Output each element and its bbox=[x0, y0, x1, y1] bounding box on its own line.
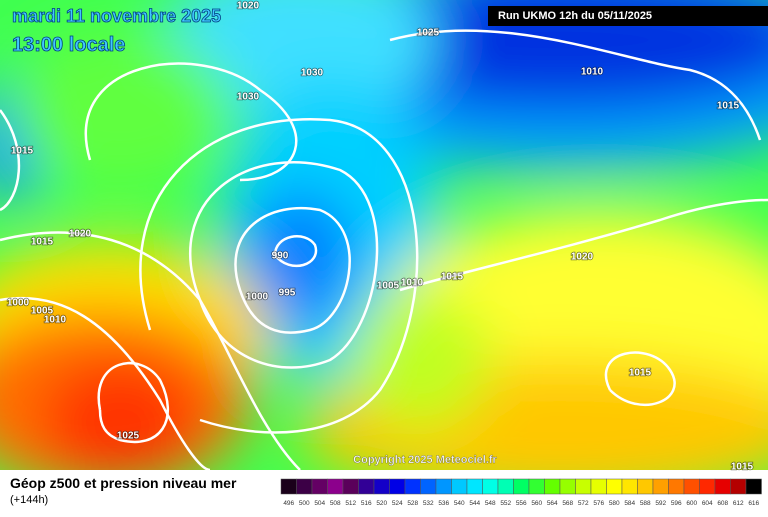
legend-swatch bbox=[652, 478, 669, 495]
legend-swatch bbox=[389, 478, 406, 495]
isobar-label: 1020 bbox=[69, 229, 92, 240]
run-box bbox=[488, 6, 768, 26]
legend-swatch bbox=[466, 478, 483, 495]
legend-swatch bbox=[745, 478, 762, 495]
legend-swatch bbox=[342, 478, 359, 495]
legend-title: Géop z500 et pression niveau mer bbox=[10, 475, 237, 491]
run-label: Run UKMO 12h du 05/11/2025 bbox=[498, 10, 652, 22]
legend-value: 520 bbox=[376, 500, 387, 507]
legend-value: 604 bbox=[702, 500, 713, 507]
legend-swatch bbox=[528, 478, 545, 495]
legend-swatch bbox=[513, 478, 530, 495]
legend-value: 584 bbox=[624, 500, 635, 507]
isobar-label: 1005 bbox=[31, 306, 54, 317]
legend-swatch bbox=[451, 478, 468, 495]
legend-swatch bbox=[311, 478, 328, 495]
legend-value: 588 bbox=[640, 500, 651, 507]
isobar-label: 1010 bbox=[401, 278, 424, 289]
isobar-label: 1020 bbox=[237, 1, 260, 12]
legend-swatch bbox=[327, 478, 344, 495]
legend-value: 592 bbox=[655, 500, 666, 507]
legend-swatch bbox=[373, 478, 390, 495]
legend-swatch bbox=[637, 478, 654, 495]
legend-value: 616 bbox=[748, 500, 759, 507]
legend-value: 500 bbox=[299, 500, 310, 507]
copyright: Copyright 2025 Meteociel.fr bbox=[353, 454, 497, 466]
legend-swatch bbox=[435, 478, 452, 495]
legend-swatch bbox=[280, 478, 297, 495]
legend-swatch bbox=[683, 478, 700, 495]
legend-value: 568 bbox=[562, 500, 573, 507]
legend-swatch bbox=[606, 478, 623, 495]
legend-swatch bbox=[420, 478, 437, 495]
legend-value: 556 bbox=[516, 500, 527, 507]
isobar-label: 1025 bbox=[417, 28, 440, 39]
isobar-label: 1015 bbox=[441, 272, 464, 283]
legend-swatch bbox=[358, 478, 375, 495]
legend-value: 608 bbox=[717, 500, 728, 507]
legend-swatch bbox=[296, 478, 313, 495]
legend-value: 504 bbox=[314, 500, 325, 507]
legend-value: 612 bbox=[733, 500, 744, 507]
isobar-label: 1030 bbox=[237, 92, 260, 103]
legend-swatch bbox=[590, 478, 607, 495]
isobar-label: 1010 bbox=[44, 315, 67, 326]
legend-swatch bbox=[575, 478, 592, 495]
isobar-label: 1015 bbox=[717, 101, 740, 112]
isobar-label: 1015 bbox=[11, 146, 34, 157]
legend-swatch bbox=[544, 478, 561, 495]
legend-value: 564 bbox=[547, 500, 558, 507]
legend-value: 524 bbox=[392, 500, 403, 507]
isobar-label: 1020 bbox=[571, 252, 594, 263]
date-title: mardi 11 novembre 2025 bbox=[12, 6, 221, 26]
isobar-label: 1025 bbox=[117, 431, 140, 442]
legend-value: 532 bbox=[423, 500, 434, 507]
legend-value: 516 bbox=[361, 500, 372, 507]
isobar-label: 1030 bbox=[301, 68, 324, 79]
legend-swatch bbox=[404, 478, 421, 495]
legend-value: 580 bbox=[609, 500, 620, 507]
legend-value: 572 bbox=[578, 500, 589, 507]
map-field bbox=[0, 0, 768, 470]
legend-value: 544 bbox=[469, 500, 480, 507]
legend-swatch bbox=[668, 478, 685, 495]
legend-value: 576 bbox=[593, 500, 604, 507]
legend-swatch bbox=[559, 478, 576, 495]
legend-value: 600 bbox=[686, 500, 697, 507]
isobar-label: 1000 bbox=[246, 292, 269, 303]
legend-value: 596 bbox=[671, 500, 682, 507]
legend-value: 496 bbox=[283, 500, 294, 507]
isobar-label: 1015 bbox=[629, 368, 652, 379]
legend-value: 540 bbox=[454, 500, 465, 507]
legend-value: 536 bbox=[438, 500, 449, 507]
legend-value: 508 bbox=[330, 500, 341, 507]
legend-swatch bbox=[714, 478, 731, 495]
legend-swatch bbox=[497, 478, 514, 495]
legend-value: 560 bbox=[531, 500, 542, 507]
isobar-label: 1015 bbox=[31, 237, 54, 248]
isobar-label: 1015 bbox=[731, 462, 754, 473]
legend-value: 528 bbox=[407, 500, 418, 507]
isobar-label: 1000 bbox=[7, 298, 30, 309]
legend-swatch bbox=[482, 478, 499, 495]
legend-swatch bbox=[621, 478, 638, 495]
legend-value: 548 bbox=[485, 500, 496, 507]
legend-value: 552 bbox=[500, 500, 511, 507]
isobar-label: 990 bbox=[272, 251, 289, 262]
isobar-label: 1005 bbox=[377, 281, 400, 292]
legend-swatch bbox=[699, 478, 716, 495]
legend-swatch bbox=[730, 478, 747, 495]
legend-lead: (+144h) bbox=[10, 494, 48, 506]
time-title: 13:00 locale bbox=[12, 34, 125, 56]
isobar-label: 1010 bbox=[581, 67, 604, 78]
isobar-label: 995 bbox=[279, 288, 296, 299]
legend-value: 512 bbox=[345, 500, 356, 507]
